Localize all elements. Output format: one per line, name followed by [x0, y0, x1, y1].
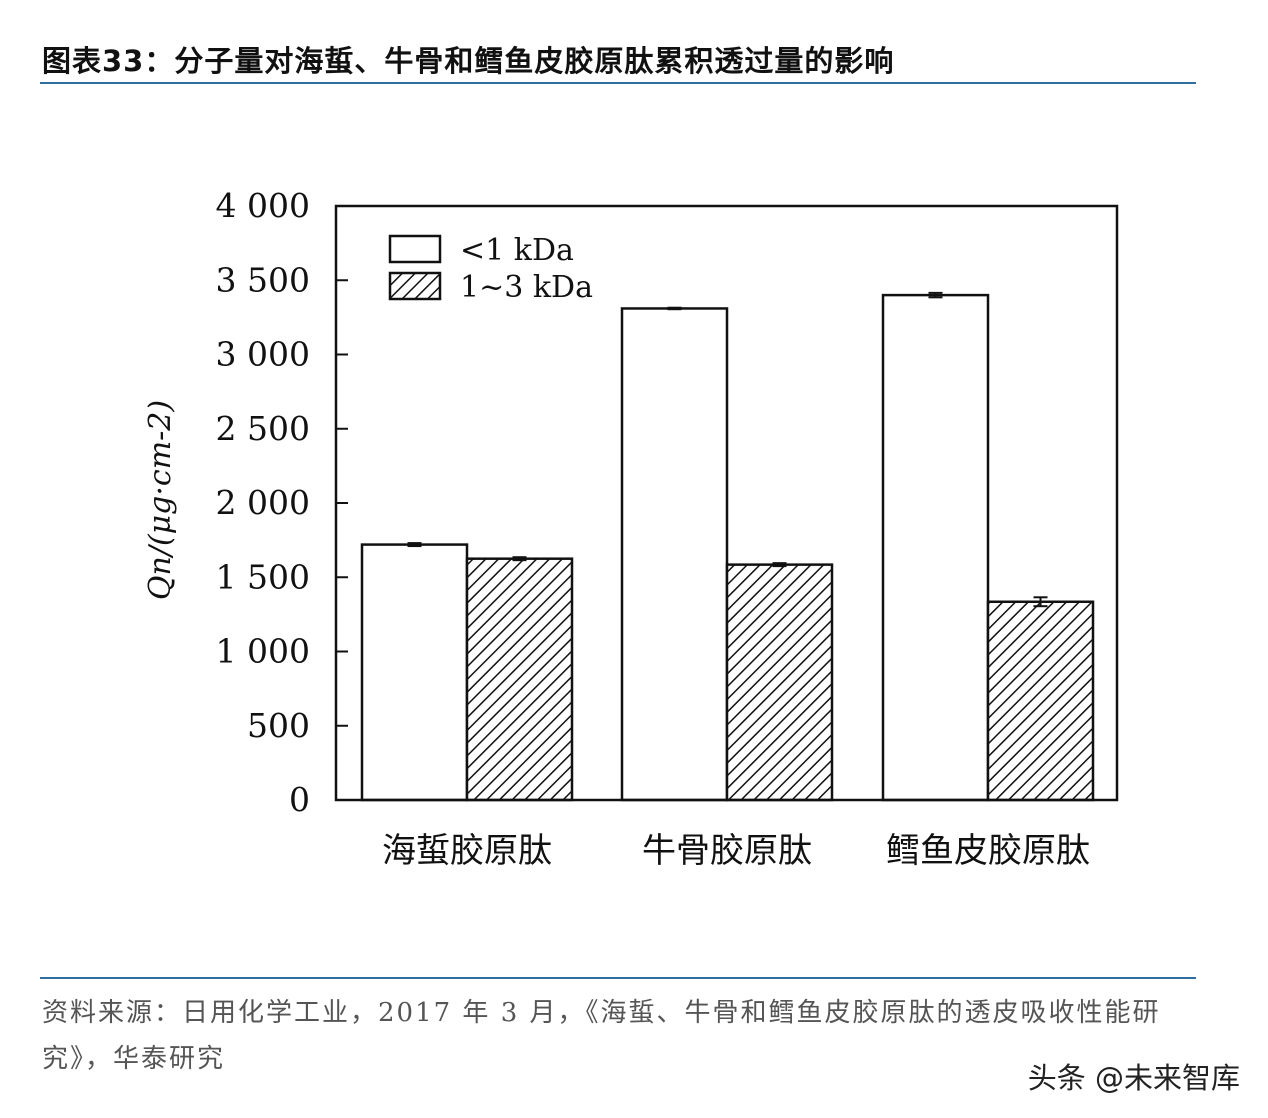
bar-lt1kda-2: [620, 307, 729, 802]
bar-1to3kda-1: [465, 557, 574, 802]
bar-1to3kda-2: [725, 563, 834, 802]
y-tick-label: 3 000: [216, 335, 310, 374]
bar-lt1kda-3: [881, 293, 990, 802]
x-tick-label: 牛骨胶原肽: [642, 831, 812, 871]
bar-chart: 海蜇胶原肽 牛骨胶原肽 鳕鱼皮胶原肽 0 500 1 000 1 500 2 000 2 500…: [143, 186, 1119, 871]
y-tick-label: 2 000: [216, 483, 310, 522]
y-tick-label: 1 500: [216, 557, 310, 596]
watermark: 头条 @未来智库: [1027, 1061, 1240, 1095]
title-rule: [40, 82, 1196, 84]
y-tick-label: 4 000: [216, 186, 310, 225]
legend-label: <1 kDa: [460, 233, 574, 268]
bar-1to3kda-3: [986, 600, 1095, 802]
y-tick-label: 500: [247, 706, 310, 745]
bars-layer: [360, 291, 1095, 802]
y-tick-label: 2 500: [216, 409, 310, 448]
bar-lt1kda-1: [360, 543, 469, 802]
y-axis-label: Qn/(μg·cm-2): [143, 400, 178, 600]
y-tick-label: 0: [289, 780, 310, 819]
figure-title: 图表33：分子量对海蜇、牛骨和鳕鱼皮胶原肽累积透过量的影响: [42, 44, 895, 78]
y-tick-label: 3 500: [216, 260, 310, 299]
legend-label: 1~3 kDa: [460, 270, 593, 305]
y-tick-label: 1 000: [216, 632, 310, 671]
legend-swatch: [388, 271, 442, 301]
x-tick-label: 鳕鱼皮胶原肽: [886, 831, 1090, 871]
source-note: 资料来源：日用化学工业，2017 年 3 月，《海蜇、牛骨和鳕鱼皮胶原肽的透皮吸…: [42, 998, 1161, 1074]
source-rule: [40, 977, 1196, 979]
x-tick-label: 海蜇胶原肽: [382, 831, 552, 871]
legend-swatch: [388, 234, 442, 264]
axis-layer: 海蜇胶原肽 牛骨胶原肽 鳕鱼皮胶原肽 0 500 1 000 1 500 2 000 2 500…: [216, 186, 1119, 871]
